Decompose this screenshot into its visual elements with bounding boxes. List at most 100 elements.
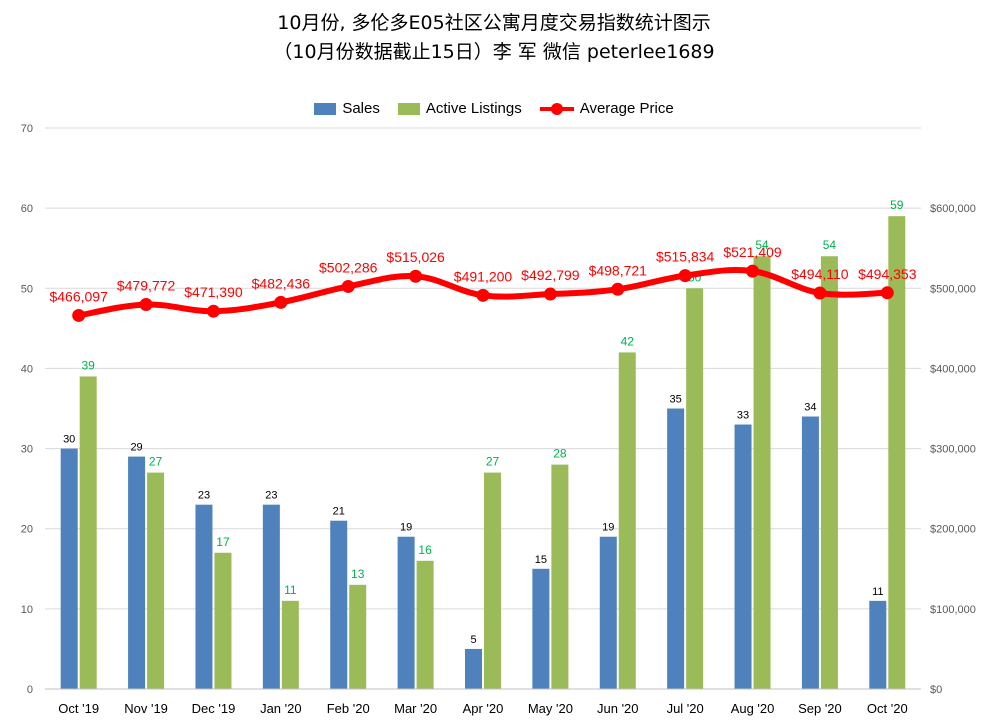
- data-label-average-price: $494,110: [791, 266, 849, 282]
- y-right-tick-label: $400,000: [930, 363, 976, 375]
- bar-listings: [79, 376, 97, 689]
- data-label-average-price: $466,097: [49, 288, 108, 304]
- data-label-listings: 13: [351, 567, 365, 581]
- bar-listings: [214, 552, 232, 689]
- data-label-listings: 27: [486, 455, 500, 469]
- y-right-tick-label: $0: [930, 684, 942, 696]
- chart-subtitle: （10月份数据截止15日）李 军 微信 peterlee1689: [273, 41, 715, 63]
- y-right-tick-label: $600,000: [930, 203, 976, 215]
- legend-item-listings: Active Listings: [397, 100, 522, 117]
- chart-title: 10月份, 多伦多E05社区公寓月度交易指数统计图示: [277, 12, 711, 34]
- bar-sales: [330, 520, 348, 689]
- data-label-average-price: $492,799: [521, 267, 580, 283]
- x-tick-label: Apr '20: [463, 701, 504, 716]
- data-label-sales: 5: [470, 634, 476, 646]
- legend-item-price: Average Price: [539, 100, 674, 117]
- bar-listings: [484, 472, 501, 689]
- bar-sales: [397, 536, 415, 689]
- bar-listings: [349, 584, 367, 689]
- bar-listings: [147, 472, 165, 689]
- x-tick-label: Dec '19: [192, 701, 236, 716]
- data-label-listings: 59: [890, 198, 904, 212]
- bar-sales: [465, 648, 482, 689]
- point-average-price: [341, 279, 355, 293]
- point-average-price: [880, 286, 894, 300]
- point-average-price: [206, 304, 220, 318]
- data-label-listings: 39: [82, 358, 96, 372]
- data-label-average-price: $479,772: [117, 277, 176, 293]
- bar-sales: [532, 568, 550, 689]
- data-label-listings: 42: [621, 334, 635, 348]
- data-label-sales: 35: [670, 394, 682, 406]
- x-tick-label: Jun '20: [597, 701, 639, 716]
- legend-swatch-price: [539, 102, 574, 115]
- data-label-sales: 33: [737, 410, 749, 422]
- bar-sales: [60, 448, 78, 689]
- x-tick-label: Aug '20: [731, 701, 775, 716]
- data-label-sales: 29: [130, 442, 142, 454]
- x-tick-label: Sep '20: [798, 701, 842, 716]
- y-left-tick-label: 20: [21, 524, 33, 536]
- y-left-tick-label: 70: [21, 123, 33, 135]
- data-label-sales: 34: [804, 402, 816, 414]
- bar-listings: [551, 464, 569, 689]
- legend-swatch-sales: [314, 102, 337, 115]
- legend-label-price: Average Price: [579, 100, 674, 117]
- bar-listings: [888, 216, 906, 689]
- data-label-listings: 16: [418, 543, 432, 557]
- data-label-listings: 17: [216, 535, 230, 549]
- legend-swatch-listings: [397, 102, 420, 115]
- data-label-listings: 54: [823, 238, 837, 252]
- y-left-tick-label: 10: [21, 604, 33, 616]
- bar-listings: [686, 288, 704, 689]
- data-label-listings: 54: [755, 238, 769, 252]
- data-label-sales: 23: [198, 490, 210, 502]
- y-right-tick-label: $300,000: [930, 444, 976, 456]
- data-label-average-price: $515,834: [656, 249, 715, 265]
- x-tick-label: Jul '20: [667, 701, 704, 716]
- legend-label-listings: Active Listings: [425, 100, 522, 117]
- bar-sales: [801, 416, 819, 689]
- data-label-listings: 11: [284, 583, 297, 597]
- data-label-average-price: $471,390: [184, 284, 243, 300]
- bar-sales: [128, 456, 146, 689]
- data-label-average-price: $515,026: [386, 249, 445, 265]
- data-label-sales: 21: [333, 506, 345, 518]
- data-label-sales: 11: [872, 586, 883, 598]
- y-left-tick-label: 50: [21, 283, 33, 295]
- bar-sales: [599, 536, 617, 689]
- bar-listings: [281, 600, 299, 689]
- data-label-sales: 23: [265, 490, 277, 502]
- point-average-price: [611, 282, 625, 296]
- point-average-price: [543, 287, 557, 301]
- data-label-average-price: $498,721: [589, 262, 648, 278]
- bar-sales: [869, 600, 887, 689]
- data-label-average-price: $521,409: [723, 244, 782, 260]
- x-tick-label: Mar '20: [394, 701, 437, 716]
- point-average-price: [139, 297, 153, 311]
- bar-listings: [416, 560, 434, 689]
- data-label-sales: 19: [400, 522, 412, 534]
- x-tick-label: Jan '20: [260, 701, 302, 716]
- bar-listings: [753, 256, 771, 689]
- data-label-sales: 15: [535, 554, 547, 566]
- bar-sales: [195, 504, 213, 689]
- bar-sales: [262, 504, 280, 689]
- bar-listings: [618, 352, 636, 689]
- bar-listings: [820, 256, 838, 689]
- legend: Sales Active Listings Average Price: [0, 100, 988, 117]
- bar-sales: [667, 408, 685, 689]
- y-left-tick-label: 60: [21, 203, 33, 215]
- x-tick-label: Nov '19: [124, 701, 168, 716]
- point-average-price: [409, 269, 423, 283]
- x-tick-label: Oct '20: [867, 701, 908, 716]
- y-left-tick-label: 40: [21, 363, 33, 375]
- data-label-listings: 28: [553, 447, 567, 461]
- point-average-price: [813, 286, 827, 300]
- data-label-average-price: $502,286: [319, 259, 378, 275]
- point-average-price: [746, 264, 760, 278]
- legend-item-sales: Sales: [314, 100, 380, 117]
- y-right-tick-label: $100,000: [930, 604, 976, 616]
- y-left-tick-label: 0: [27, 684, 33, 696]
